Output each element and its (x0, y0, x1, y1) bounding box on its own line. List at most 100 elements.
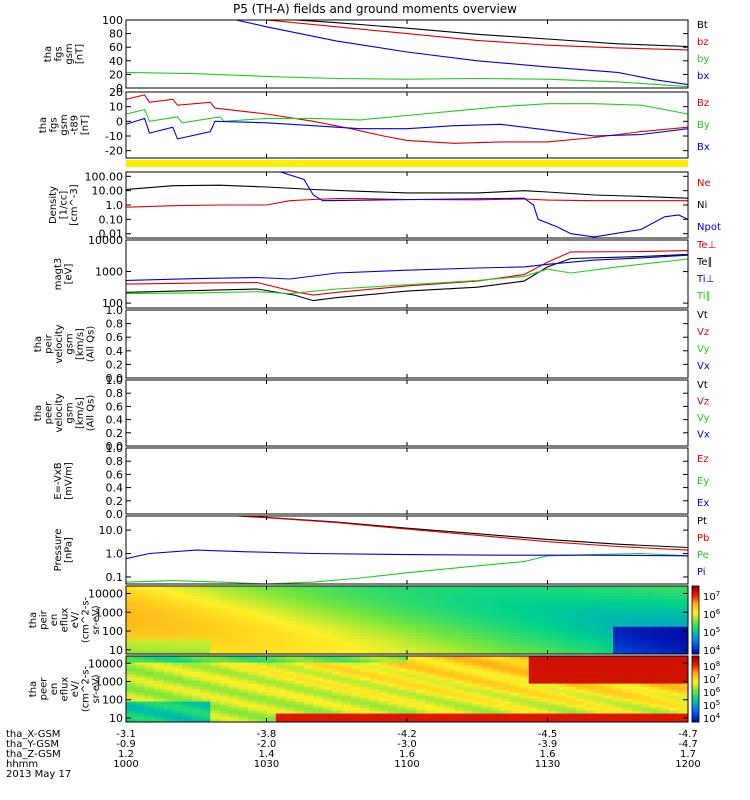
heatmap-cell (631, 686, 642, 690)
heatmap-cell (369, 665, 380, 669)
heatmap-cell (463, 692, 474, 696)
colorbar-segment (692, 665, 699, 669)
heatmap-cell (603, 589, 614, 593)
heatmap-cell (313, 641, 324, 646)
heatmap-cell (266, 719, 277, 722)
heatmap-cell (472, 692, 483, 696)
heatmap-cell (613, 710, 624, 714)
heatmap-cell (613, 589, 624, 593)
x-row-value: -3.8 (257, 729, 277, 740)
panel-frame (125, 447, 689, 515)
heatmap-cell (603, 610, 614, 615)
heatmap-cell (650, 707, 661, 711)
heatmap-cell (163, 595, 174, 599)
heatmap-cell (266, 674, 277, 678)
heatmap-cell (341, 686, 352, 690)
heatmap-cell (481, 644, 492, 649)
heatmap-cell (650, 638, 661, 643)
heatmap-cell (659, 610, 670, 615)
heatmap-cell (519, 641, 530, 646)
heatmap-cell (247, 610, 258, 615)
heatmap-cell (163, 616, 174, 621)
heatmap-cell (556, 607, 567, 612)
heatmap-cell (200, 629, 211, 633)
heatmap-cell (407, 698, 417, 702)
heatmap-cell (191, 623, 202, 627)
heatmap-cell (313, 656, 324, 660)
heatmap-cell (556, 680, 567, 684)
heatmap-cell (285, 650, 296, 654)
heatmap-cell (613, 632, 624, 637)
heatmap-cell (519, 613, 530, 618)
heatmap-cell (247, 598, 258, 603)
y-tick-label: 0.2 (106, 495, 124, 508)
heatmap-cell (229, 595, 239, 599)
heatmap-cell (575, 701, 586, 705)
y-axis-label-line: -t89 (70, 115, 81, 135)
heatmap-cell (669, 613, 680, 618)
heatmap-cell (528, 656, 539, 660)
y-tick-label: 1000 (95, 266, 123, 279)
y-axis-label-line: peer (39, 677, 50, 701)
heatmap-cell (200, 589, 211, 593)
heatmap-cell (294, 665, 305, 669)
heatmap-cell (322, 623, 333, 627)
heatmap-cell (603, 683, 614, 687)
heatmap-cell (547, 601, 558, 606)
heatmap-cell (200, 604, 211, 609)
heatmap-cell (182, 647, 193, 652)
heatmap-cell (172, 704, 183, 708)
heatmap-cell (322, 665, 333, 669)
y-tick-label: 40 (109, 55, 123, 68)
heatmap-cell (444, 623, 455, 627)
heatmap-cell (575, 586, 586, 590)
heatmap-cell (135, 668, 146, 672)
heatmap-cell (285, 647, 296, 652)
heatmap-cell (528, 623, 539, 627)
heatmap-cell (360, 671, 371, 675)
heatmap-cell (669, 698, 680, 702)
heatmap-cell (650, 710, 661, 714)
colorbar-segment (692, 689, 699, 692)
heatmap-cell (332, 656, 343, 660)
heatmap-cell (650, 607, 661, 612)
heatmap-cell (285, 668, 296, 672)
heatmap-cell (294, 592, 305, 596)
heatmap-cell (163, 641, 174, 646)
heatmap-cell (678, 589, 688, 593)
heatmap-cell (303, 613, 314, 618)
heatmap-cell (182, 623, 193, 627)
heatmap-cell (407, 665, 417, 669)
heatmap-cell (275, 629, 286, 633)
y-axis-label-line: tha (33, 405, 44, 421)
heatmap-cell (154, 613, 165, 618)
heatmap-cell (641, 665, 652, 669)
plot-title: P5 (TH-A) fields and ground moments over… (233, 2, 517, 16)
heatmap-cell (575, 662, 586, 666)
heatmap-cell (322, 695, 333, 699)
heatmap-cell (350, 686, 361, 690)
heatmap-cell (303, 656, 314, 660)
heatmap-cell (416, 613, 427, 618)
heatmap-cell (491, 616, 502, 621)
heatmap-cell (407, 620, 417, 624)
heatmap-cell (510, 620, 520, 624)
heatmap-cell (622, 638, 633, 643)
heatmap-cell (613, 601, 624, 606)
heatmap-cell (163, 665, 174, 669)
heatmap-cell (594, 629, 605, 633)
heatmap-cell (182, 650, 193, 654)
heatmap-cell (575, 719, 586, 722)
y-axis-label-line: en (49, 683, 60, 696)
heatmap-cell (360, 635, 371, 640)
heatmap-cell (481, 659, 492, 663)
heatmap-cell (303, 674, 314, 678)
heatmap-cell (238, 644, 249, 649)
heatmap-cell (322, 641, 333, 646)
heatmap-cell (182, 713, 193, 717)
y-axis-label-line: gsm (65, 402, 76, 423)
heatmap-cell (538, 677, 549, 681)
heatmap-cell (425, 668, 436, 672)
heatmap-cell (322, 689, 333, 693)
